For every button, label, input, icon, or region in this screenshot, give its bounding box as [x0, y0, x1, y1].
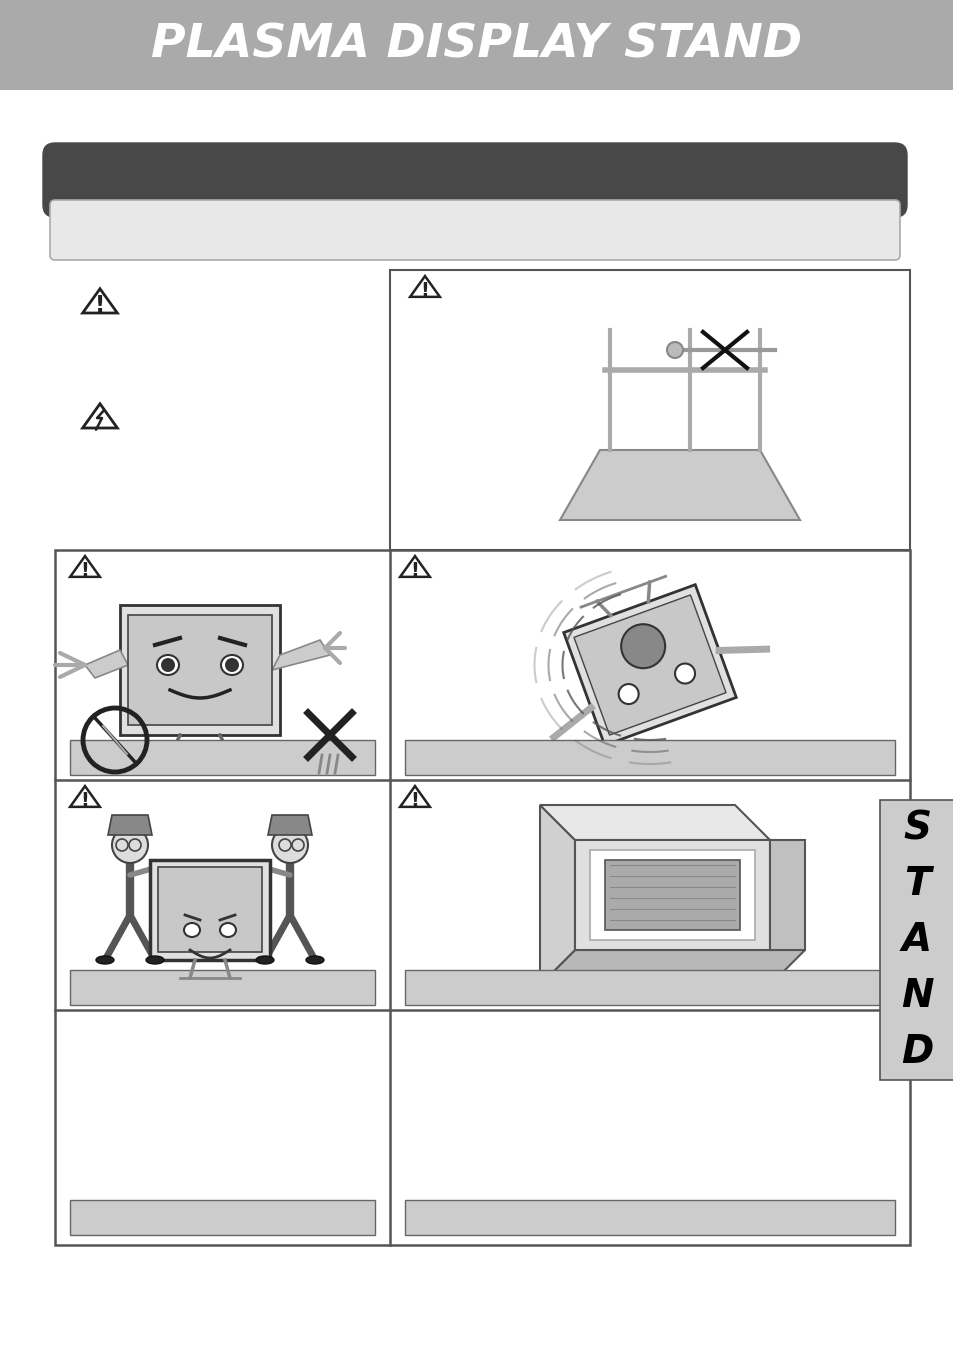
Bar	[70, 741, 375, 774]
Polygon shape	[563, 584, 736, 746]
Text: D: D	[900, 1033, 932, 1071]
Bar	[0, 0, 953, 90]
Bar	[70, 1201, 375, 1234]
Ellipse shape	[220, 923, 235, 938]
Circle shape	[675, 664, 695, 684]
Polygon shape	[769, 840, 804, 950]
FancyBboxPatch shape	[43, 143, 906, 217]
Bar	[55, 550, 909, 1245]
Polygon shape	[574, 595, 725, 735]
Text: A: A	[901, 921, 931, 959]
Ellipse shape	[146, 956, 164, 965]
Circle shape	[620, 625, 664, 668]
Polygon shape	[539, 950, 804, 985]
Text: !: !	[94, 294, 105, 317]
Circle shape	[112, 827, 148, 863]
Text: T: T	[902, 865, 929, 902]
Text: S: S	[902, 809, 930, 847]
Circle shape	[272, 827, 308, 863]
Bar	[70, 970, 375, 1005]
Ellipse shape	[163, 751, 181, 759]
Bar	[158, 867, 262, 952]
Text: N: N	[900, 977, 932, 1014]
Circle shape	[666, 343, 682, 357]
Text: !: !	[420, 281, 429, 299]
Polygon shape	[604, 861, 740, 929]
Bar	[150, 861, 270, 960]
Ellipse shape	[157, 656, 179, 674]
Polygon shape	[272, 639, 330, 670]
Ellipse shape	[219, 751, 236, 759]
Polygon shape	[85, 650, 128, 679]
Bar	[405, 741, 894, 774]
Circle shape	[618, 684, 638, 704]
FancyBboxPatch shape	[50, 200, 899, 260]
Bar	[405, 970, 894, 1005]
Text: !: !	[80, 561, 90, 580]
Polygon shape	[539, 805, 575, 985]
Ellipse shape	[96, 956, 113, 965]
Bar	[405, 1201, 894, 1234]
Polygon shape	[575, 840, 769, 950]
Ellipse shape	[184, 923, 200, 938]
Text: !: !	[410, 561, 419, 580]
Text: !: !	[80, 791, 90, 809]
Ellipse shape	[221, 656, 243, 674]
Circle shape	[161, 658, 174, 672]
Ellipse shape	[255, 956, 274, 965]
Text: !: !	[410, 791, 419, 809]
Bar	[120, 604, 280, 735]
Polygon shape	[268, 815, 312, 835]
Circle shape	[225, 658, 239, 672]
Polygon shape	[108, 815, 152, 835]
Polygon shape	[559, 451, 800, 519]
Text: PLASMA DISPLAY STAND: PLASMA DISPLAY STAND	[152, 23, 801, 67]
Ellipse shape	[306, 956, 324, 965]
Polygon shape	[589, 850, 754, 940]
Polygon shape	[539, 805, 769, 840]
Bar	[128, 615, 272, 724]
Bar	[879, 800, 953, 1081]
Bar	[390, 270, 909, 550]
